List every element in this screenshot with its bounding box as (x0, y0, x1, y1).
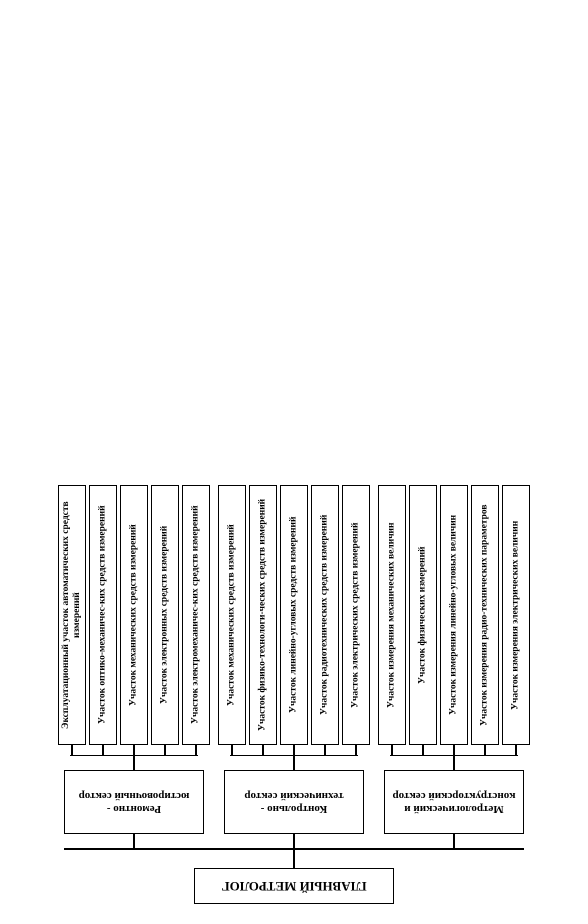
sector-label: Контрольно - технический сектор (231, 790, 357, 815)
leaf: Участок электромеханичес-ких средств изм… (182, 485, 210, 755)
leaves-group: Участок измерения электрических величин … (378, 485, 530, 755)
sector-node: Ремонтно - юстировочный сектор (64, 771, 204, 835)
connector (293, 757, 295, 771)
leaf-node: Участок оптико-механичес-ких средств изм… (89, 485, 117, 745)
sector-bus (64, 849, 524, 851)
leaf-label: Участок электромеханичес-ких средств изм… (191, 506, 202, 725)
connector (102, 745, 104, 755)
leaf-node: Участок электронных средств измерений (151, 485, 179, 745)
leaf: Участок электронных средств измерений (151, 485, 179, 755)
leaves-group: Участок электромеханичес-ких средств изм… (58, 485, 210, 755)
sector-metrological: Метрологический и конструкторский сектор… (374, 485, 534, 849)
leaf-node: Участок линейно-угловых средств измерени… (280, 485, 308, 745)
leaf-label: Участок физико-технологи-ческих средств … (258, 499, 269, 731)
sector-label: Ремонтно - юстировочный сектор (71, 790, 197, 815)
leaf: Участок измерения электрических величин (502, 485, 530, 755)
root-label: ГЛАВНЫЙ МЕТРОЛОГ (221, 879, 366, 894)
leaf: Участок физических измерений (409, 485, 437, 755)
leaf-label: Участок измерения механических величин (387, 522, 398, 708)
leaf-label: Участок физических измерений (418, 546, 429, 684)
sector-repair: Ремонтно - юстировочный сектор Участок э… (54, 485, 214, 849)
connector (324, 745, 326, 755)
connector (293, 835, 295, 849)
leaf-label: Участок линейно-угловых средств измерени… (289, 517, 300, 713)
sectors-row: Метрологический и конструкторский сектор… (54, 485, 534, 849)
connector (422, 745, 424, 755)
leaf-label: Участок радиотехнических средств измерен… (320, 515, 331, 715)
leaf: Участок механических средств измерений (218, 485, 246, 755)
leaf-label: Участок механических средств измерений (227, 524, 238, 706)
connector (453, 745, 455, 755)
leaf: Участок измерения радио-технических пара… (471, 485, 499, 755)
leaf: Участок измерения механических величин (378, 485, 406, 755)
connector (133, 745, 135, 755)
leaf-node: Участок физических измерений (409, 485, 437, 745)
leaf-bus (230, 755, 358, 757)
leaf-node: Участок электромеханичес-ких средств изм… (182, 485, 210, 745)
leaf-label: Участок электронных средств измерений (160, 526, 171, 704)
connector (133, 757, 135, 771)
leaf-bus (70, 755, 198, 757)
leaf-node: Эксплуатационный участок автоматических … (58, 485, 86, 745)
leaf-node: Участок измерения электрических величин (502, 485, 530, 745)
leaves-group: Участок электрических средств измерений … (218, 485, 370, 755)
leaf: Участок механических средств измерений (120, 485, 148, 755)
org-chart: ГЛАВНЫЙ МЕТРОЛОГ Метрологический и конст… (40, 20, 548, 904)
leaf-label: Участок механических средств измерений (129, 524, 140, 706)
connector (293, 745, 295, 755)
leaf-label: Участок измерения линейно-угловых величи… (449, 515, 460, 715)
leaf: Участок оптико-механичес-ких средств изм… (89, 485, 117, 755)
leaf: Участок физико-технологи-ческих средств … (249, 485, 277, 755)
connector (453, 835, 455, 849)
sector-node: Контрольно - технический сектор (224, 771, 364, 835)
leaf-node: Участок измерения механических величин (378, 485, 406, 745)
connector (484, 745, 486, 755)
leaf-label: Участок измерения электрических величин (511, 520, 522, 709)
connector (71, 745, 73, 755)
connector (453, 757, 455, 771)
connector (231, 745, 233, 755)
leaf-node: Участок радиотехнических средств измерен… (311, 485, 339, 745)
leaf-node: Участок измерения линейно-угловых величи… (440, 485, 468, 745)
leaf: Участок радиотехнических средств измерен… (311, 485, 339, 755)
connector (195, 745, 197, 755)
leaf: Участок измерения линейно-угловых величи… (440, 485, 468, 755)
root-node: ГЛАВНЫЙ МЕТРОЛОГ (194, 868, 394, 904)
leaf: Участок линейно-угловых средств измерени… (280, 485, 308, 755)
leaf-node: Участок механических средств измерений (218, 485, 246, 745)
connector (355, 745, 357, 755)
sector-node: Метрологический и конструкторский сектор (384, 771, 524, 835)
sector-control: Контрольно - технический сектор Участок … (214, 485, 374, 849)
leaf-label: Участок оптико-механичес-ких средств изм… (98, 506, 109, 725)
connector (293, 850, 295, 868)
connector (391, 745, 393, 755)
leaf-node: Участок механических средств измерений (120, 485, 148, 745)
leaf-node: Участок измерения радио-технических пара… (471, 485, 499, 745)
leaf-node: Участок физико-технологи-ческих средств … (249, 485, 277, 745)
leaf-label: Участок электрических средств измерений (351, 522, 362, 707)
connector (262, 745, 264, 755)
leaf: Эксплуатационный участок автоматических … (58, 485, 86, 755)
connector (133, 835, 135, 849)
sector-label: Метрологический и конструкторский сектор (391, 790, 517, 815)
leaf-label: Эксплуатационный участок автоматических … (61, 492, 83, 738)
connector (164, 745, 166, 755)
leaf-bus (390, 755, 518, 757)
connector (515, 745, 517, 755)
leaf-node: Участок электрических средств измерений (342, 485, 370, 745)
leaf: Участок электрических средств измерений (342, 485, 370, 755)
leaf-label: Участок измерения радио-технических пара… (480, 504, 491, 726)
